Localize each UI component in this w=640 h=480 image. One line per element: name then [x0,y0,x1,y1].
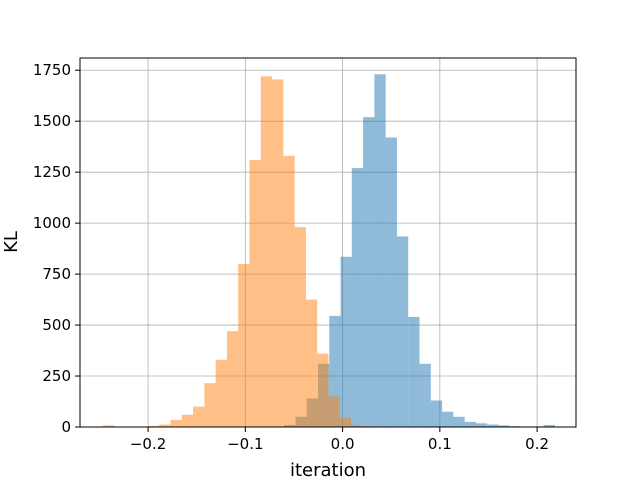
histogram-bar [498,425,510,427]
histogram-bars [102,74,555,428]
histogram-bar [396,236,409,427]
histogram-bar [317,353,329,427]
histogram-bar [147,425,160,427]
y-axis-ticks: 0 250 500 750 1000 1250 1500 1750 [33,61,80,436]
series-1 [102,76,374,428]
histogram-bar [260,76,273,427]
y-tick-label: 1000 [33,214,71,232]
histogram-bar [453,416,465,427]
x-tick-label: −0.1 [227,435,263,453]
histogram-bar [249,159,261,427]
histogram-bar [351,168,364,428]
y-tick-label: 1500 [33,112,71,130]
x-axis-label: iteration [290,460,366,480]
y-tick-label: 500 [42,316,71,334]
x-tick-label: 0.1 [428,435,452,453]
y-tick-label: 250 [42,367,71,385]
histogram-bar [374,74,386,428]
histogram-bar [543,424,555,427]
histogram-bar [419,363,431,427]
histogram-bar [408,316,420,427]
histogram-bar [215,359,227,427]
x-axis-ticks: −0.2 −0.1 0.0 0.1 0.2 [130,427,549,453]
y-tick-label: 750 [42,265,71,283]
histogram-bar [339,417,352,427]
histogram-bar [363,117,375,427]
y-tick-label: 1250 [33,163,71,181]
y-axis-label: KL [1,231,22,253]
histogram-bar [475,423,488,427]
histogram-bar [159,424,171,427]
histogram-bar [442,411,454,427]
histogram-bar [328,396,340,427]
x-tick-label: 0.2 [525,435,549,453]
histogram-bar [294,227,306,427]
histogram-bar [193,406,205,427]
histogram-bar [329,315,341,427]
plot-frame [79,57,577,428]
histogram-bar [102,425,115,427]
histogram-bar [340,256,352,427]
histogram-bar [226,331,239,427]
histogram-bar [181,414,194,427]
histogram-bar [238,263,250,427]
x-tick-label: 0.0 [331,435,355,453]
histogram-bar [487,424,499,427]
histogram-bar [170,419,182,427]
histogram-bar [204,383,216,427]
histogram-bar [351,425,363,427]
y-tick-label: 1750 [33,61,71,79]
histogram-bar [283,155,295,427]
y-tick-label: 0 [61,418,71,436]
x-tick-label: −0.2 [130,435,166,453]
histogram-bar [385,137,397,427]
histogram-bar [464,421,476,427]
histogram-bar [305,299,318,427]
histogram-bar [430,400,443,427]
histogram-bar [272,79,284,428]
